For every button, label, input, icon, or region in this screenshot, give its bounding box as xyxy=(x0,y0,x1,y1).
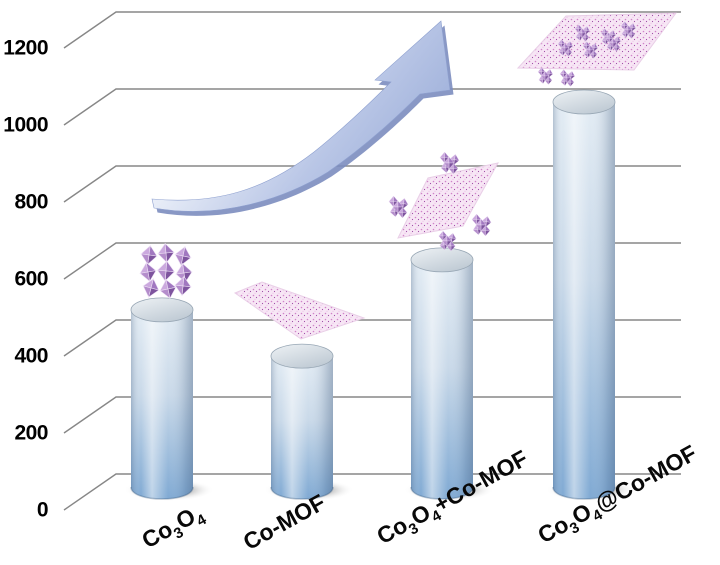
gridline xyxy=(63,319,681,357)
arrow-body xyxy=(151,20,451,212)
bar-bottom-rim xyxy=(130,486,194,500)
gridline xyxy=(63,242,681,280)
bar-bottom-rim xyxy=(270,486,334,500)
bar-body-shading xyxy=(271,356,333,499)
co-mof-nanosheet-icon xyxy=(233,281,366,340)
cylinder-bar-Co3O4+Co-MOF xyxy=(404,247,494,501)
bar-top-cap xyxy=(552,89,616,115)
co3o4-crystal-icon xyxy=(138,242,194,301)
cylinder-bars xyxy=(124,89,636,501)
rising-trend-arrow-icon xyxy=(151,20,454,216)
bar-top-cap xyxy=(270,343,334,369)
y-axis-tick-label: 1200 xyxy=(3,37,48,60)
bar-body-shading xyxy=(553,102,615,499)
bar-bottom-rim xyxy=(410,486,474,500)
y-axis-tick-label: 0 xyxy=(37,499,48,522)
bar-top-cap xyxy=(410,247,474,273)
category-label-Co3O4: Co3O4 xyxy=(137,498,210,557)
cylinder-bar-Co3O4 xyxy=(124,297,214,501)
bar-top-cap xyxy=(130,297,194,323)
y-axis-tick-label: 200 xyxy=(14,422,48,445)
bar-bottom-rim xyxy=(552,486,616,500)
cylinder-bar-Co3O4@Co-MOF xyxy=(546,89,636,501)
y-axis-tick-label: 800 xyxy=(14,191,48,214)
gridline xyxy=(63,473,681,511)
gridline xyxy=(63,396,681,434)
gridline xyxy=(63,88,681,126)
bar-body-shading xyxy=(131,309,193,499)
y-axis-labels: 0 200 400 600 800 1000 1200 xyxy=(3,37,48,522)
bar-body-shading xyxy=(411,259,473,499)
y-axis-tick-label: 1000 xyxy=(3,114,48,137)
gridlines xyxy=(63,11,681,511)
co3o4-plus-co-mof-icon xyxy=(389,152,499,251)
gridline xyxy=(63,11,681,49)
co3o4-at-co-mof-composite-icon xyxy=(516,12,678,87)
cylinder-bar-Co-MOF xyxy=(264,343,354,501)
y-axis-tick-label: 400 xyxy=(14,345,48,368)
y-axis-tick-label: 600 xyxy=(14,268,48,291)
